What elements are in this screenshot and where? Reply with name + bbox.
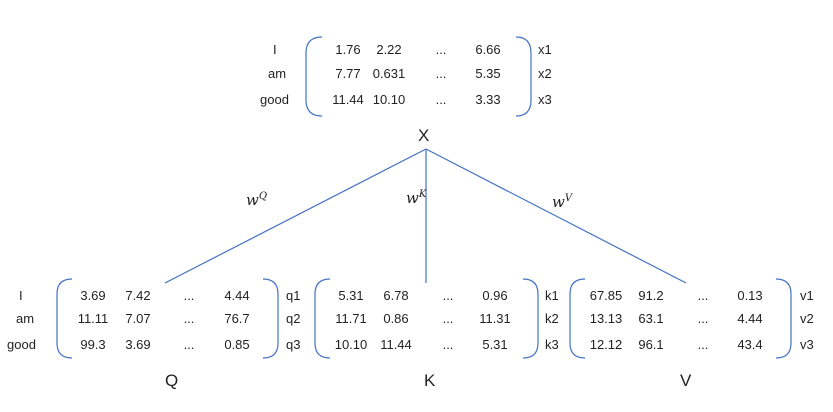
x-cell: 1.76: [335, 42, 361, 57]
x-matrix-label: X: [418, 126, 430, 145]
k-vector-name: k2: [545, 311, 559, 326]
k-cell: 0.96: [482, 288, 508, 303]
x-vector-name: x3: [538, 92, 552, 107]
k-cell: 11.44: [380, 337, 412, 352]
x-left-bracket: [305, 36, 323, 117]
token-label: I: [19, 288, 23, 303]
q-vector-name: q3: [286, 337, 301, 352]
x-cell: 7.77: [335, 66, 361, 81]
v-vector-name: v3: [800, 337, 814, 352]
q-cell: 7.42: [125, 288, 151, 303]
q-cell: 7.07: [125, 311, 151, 326]
q-vector-name: q1: [286, 288, 301, 303]
x-row-label: am: [268, 66, 287, 81]
x-cell: 10.10: [372, 92, 406, 107]
k-cell: 6.78: [383, 288, 409, 303]
k-cell: ...: [442, 337, 454, 352]
token-label: am: [16, 311, 35, 326]
q-cell: ...: [183, 311, 195, 326]
v-cell: 91.2: [638, 288, 664, 303]
k-left-bracket: [314, 278, 331, 359]
k-cell: 5.31: [482, 337, 508, 352]
k-cell: 0.86: [383, 311, 409, 326]
v-cell: 67.85: [589, 288, 623, 303]
v-cell: 63.1: [638, 311, 664, 326]
weight-v-label: wV: [552, 193, 573, 211]
k-vector-name: k3: [545, 337, 559, 352]
k-matrix-label: K: [424, 371, 436, 390]
v-cell: 4.44: [737, 311, 763, 326]
k-cell: 5.31: [338, 288, 364, 303]
v-left-bracket: [569, 278, 586, 359]
k-cell: 10.10: [334, 337, 368, 352]
q-cell: 11.11: [77, 311, 109, 326]
k-cell: ...: [442, 311, 454, 326]
x-right-bracket: [515, 36, 532, 117]
x-to-v-line: [425, 148, 687, 284]
x-cell: 0.631: [372, 66, 406, 81]
q-left-bracket: [56, 278, 73, 359]
v-cell: 12.12: [589, 337, 623, 352]
k-vector-name: k1: [545, 288, 559, 303]
v-vector-name: v2: [800, 311, 814, 326]
x-row-label: I: [273, 42, 277, 57]
v-cell: ...: [697, 288, 709, 303]
weight-k-label: wK: [406, 189, 427, 207]
v-cell: ...: [697, 337, 709, 352]
q-cell: 4.44: [224, 288, 250, 303]
x-to-q-line: [164, 148, 427, 284]
v-matrix-label: V: [680, 371, 692, 390]
q-cell: ...: [183, 288, 195, 303]
x-row-label: good: [260, 92, 289, 107]
x-cell: 3.33: [475, 92, 501, 107]
k-cell: 11.71: [335, 311, 367, 326]
x-cell: 6.66: [475, 42, 501, 57]
x-cell: ...: [435, 92, 447, 107]
x-cell: ...: [435, 66, 447, 81]
q-matrix-label: Q: [165, 371, 179, 390]
v-cell: 96.1: [638, 337, 664, 352]
x-cell: 2.22: [376, 42, 402, 57]
k-right-bracket: [522, 278, 539, 359]
v-cell: 0.13: [737, 288, 763, 303]
v-vector-name: v1: [800, 288, 814, 303]
q-cell: ...: [183, 337, 195, 352]
q-cell: 3.69: [125, 337, 151, 352]
q-cell: 76.7: [224, 311, 250, 326]
x-vector-name: x1: [538, 42, 552, 57]
k-cell: ...: [442, 288, 454, 303]
v-cell: ...: [697, 311, 709, 326]
x-cell: 11.44: [332, 92, 364, 107]
k-cell: 11.31: [479, 311, 511, 326]
q-vector-name: q2: [286, 311, 301, 326]
token-label: good: [7, 337, 36, 352]
v-cell: 13.13: [589, 311, 623, 326]
q-cell: 0.85: [224, 337, 250, 352]
x-vector-name: x2: [538, 66, 552, 81]
q-cell: 99.3: [80, 337, 106, 352]
v-cell: 43.4: [737, 337, 763, 352]
x-cell: ...: [435, 42, 447, 57]
x-cell: 5.35: [475, 66, 501, 81]
v-right-bracket: [775, 278, 792, 359]
q-cell: 3.69: [80, 288, 106, 303]
q-right-bracket: [262, 278, 279, 359]
weight-q-label: wQ: [246, 191, 268, 209]
